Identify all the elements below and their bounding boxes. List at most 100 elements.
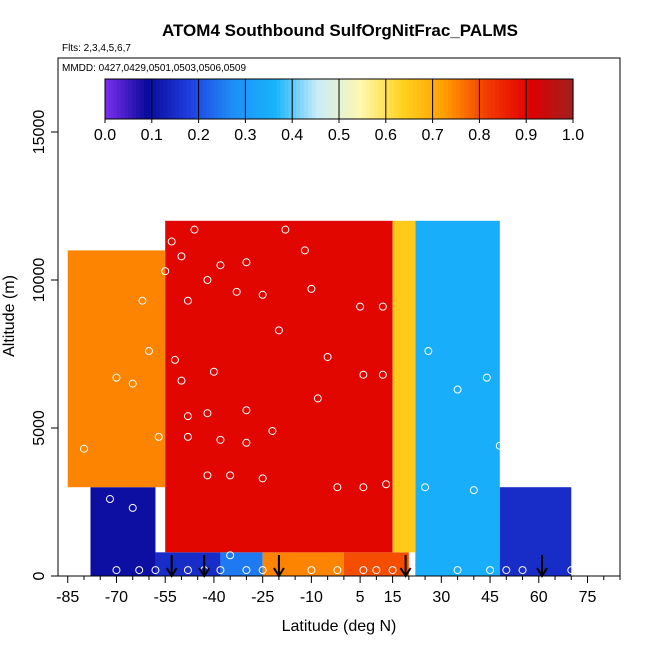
- colorbar-segment: [537, 79, 543, 119]
- colorbar-segment: [534, 79, 539, 119]
- colorbar-segment: [448, 79, 453, 119]
- colorbar-tick-label: 0.2: [187, 127, 209, 144]
- sample-point: [112, 566, 121, 575]
- colorbar-segment: [264, 79, 270, 119]
- colorbar-segment: [362, 79, 367, 119]
- colorbar-segment: [272, 79, 278, 119]
- colorbar-segment: [183, 79, 188, 119]
- sample-point: [518, 566, 527, 575]
- colorbar-segment: [491, 79, 496, 119]
- colorbar-segment: [436, 79, 441, 119]
- colorbar-segment: [417, 79, 422, 119]
- sample-point: [521, 281, 530, 290]
- sample-point: [183, 296, 192, 305]
- colorbar-tick-label: 0.6: [375, 127, 397, 144]
- sample-point: [138, 296, 147, 305]
- colorbar-tick-label: 0.0: [94, 127, 116, 144]
- sample-point: [203, 471, 212, 480]
- colorbar-tick-label: 0.9: [515, 127, 537, 144]
- colorbar-segment: [198, 79, 204, 119]
- sample-point: [512, 474, 521, 483]
- colorbar-segment: [214, 79, 219, 119]
- colorbar-segment: [268, 79, 274, 119]
- colorbar-segment: [413, 79, 418, 119]
- colorbar-segment: [171, 79, 176, 119]
- colorbar-segment: [518, 79, 523, 119]
- colorbar-segment: [393, 79, 399, 119]
- sample-point: [388, 566, 397, 575]
- colorbar-segment: [553, 79, 558, 119]
- sample-point: [502, 471, 511, 480]
- colorbar-segment: [222, 79, 227, 119]
- colorbar-segment: [561, 79, 566, 119]
- y-tick-label: 10000: [31, 258, 48, 303]
- colorbar-segment: [370, 79, 375, 119]
- x-tick-label: -40: [202, 589, 225, 606]
- colorbar-segment: [245, 79, 250, 119]
- colorbar-segment: [311, 79, 317, 119]
- dates-subtitle: MMDD: 0427,0429,0501,0503,0506,0509: [62, 63, 246, 74]
- sample-point: [372, 566, 381, 575]
- colorbar-segment: [292, 79, 297, 119]
- y-tick-label: 15000: [31, 110, 48, 155]
- colorbar-segment: [530, 79, 535, 119]
- colorbar-segment: [206, 79, 211, 119]
- colorbar-segment: [116, 79, 122, 119]
- sample-point: [128, 379, 137, 388]
- sample-point: [359, 566, 368, 575]
- colorbar-tick-label: 0.1: [141, 127, 163, 144]
- sample-point: [313, 394, 322, 403]
- colorbar-segment: [327, 79, 332, 119]
- sample-point: [203, 409, 212, 418]
- colorbar-segment: [374, 79, 379, 119]
- sample-point: [232, 287, 241, 296]
- colorbar-segment: [506, 79, 512, 119]
- sample-point: [268, 426, 277, 435]
- colorbar-tick-label: 1.0: [562, 127, 584, 144]
- sample-point: [421, 483, 430, 492]
- colorbar-segment: [514, 79, 519, 119]
- heatmap-cell: [165, 220, 393, 553]
- sample-point: [183, 566, 192, 575]
- sample-point: [307, 566, 316, 575]
- sample-point: [502, 566, 511, 575]
- y-tick-label: 5000: [31, 410, 48, 446]
- sample-point: [482, 373, 491, 382]
- sample-point: [242, 438, 251, 447]
- sample-point: [567, 566, 576, 575]
- colorbar-segment: [541, 79, 547, 119]
- sample-point: [567, 355, 576, 364]
- colorbar-segment: [241, 79, 246, 119]
- colorbar-segment: [300, 79, 305, 119]
- sample-point: [151, 566, 160, 575]
- sample-point: [258, 566, 267, 575]
- colorbar-segment: [202, 79, 207, 119]
- colorbar-segment: [315, 79, 321, 119]
- colorbar-tick-label: 0.4: [281, 127, 303, 144]
- colorbar-segment: [253, 79, 258, 119]
- colorbar-segment: [284, 79, 289, 119]
- colorbar-segment: [405, 79, 410, 119]
- colorbar-segment: [487, 79, 492, 119]
- colorbar-segment: [557, 79, 562, 119]
- colorbar-segment: [498, 79, 504, 119]
- flights-subtitle: Flts: 2,3,4,5,6,7: [62, 43, 131, 54]
- colorbar-segment: [225, 79, 231, 119]
- colorbar-segment: [358, 79, 363, 119]
- sample-point: [424, 347, 433, 356]
- sample-point: [333, 483, 342, 492]
- colorbar-segment: [128, 79, 133, 119]
- colorbar-segment: [381, 79, 387, 119]
- colorbar-segment: [420, 79, 426, 119]
- sample-point: [161, 267, 170, 276]
- sample-point: [281, 225, 290, 234]
- y-tick-label: 0: [31, 571, 48, 580]
- colorbar-segment: [179, 79, 184, 119]
- colorbar-segment: [112, 79, 118, 119]
- colorbar-segment: [124, 79, 129, 119]
- sample-point: [242, 258, 251, 267]
- colorbar-segment: [233, 79, 239, 119]
- heatmap-cell: [67, 250, 166, 488]
- sample-point: [541, 284, 550, 293]
- heatmap-cell: [155, 552, 221, 576]
